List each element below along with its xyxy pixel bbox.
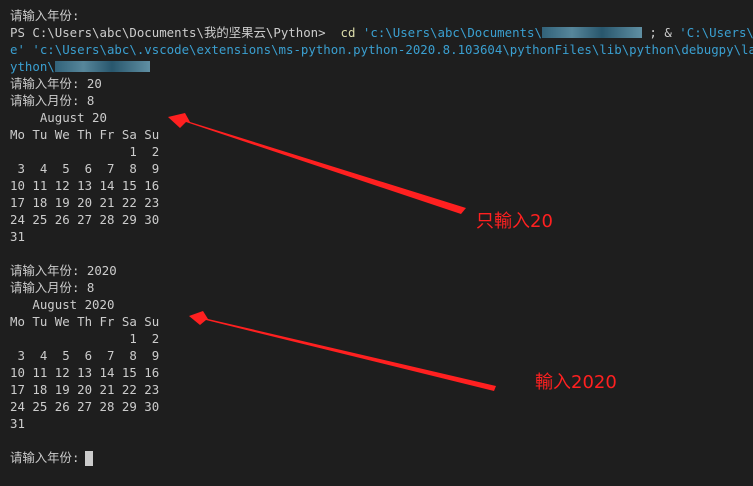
annotation-label-2: 輸入2020 [535,372,617,393]
month-input-line: 请输入月份: 8 [10,280,95,295]
input-prompt-active[interactable]: 请输入年份: [10,449,94,466]
calendar-week-row: 17 18 19 20 21 22 23 [10,382,160,397]
calendar-weekday-header: Mo Tu We Th Fr Sa Su [10,127,160,142]
calendar-title: August 20 [10,110,107,125]
calendar-week-row: 3 4 5 6 7 8 9 [10,348,160,363]
command-operator: ; & [649,25,672,40]
redacted-text [54,61,150,72]
redacted-text [541,27,642,38]
calendar-week-row: 31 [10,229,25,244]
calendar-week-row: 17 18 19 20 21 22 23 [10,195,160,210]
year-input-line: 请输入年份: 20 [10,76,102,91]
command-path: 'c:\Users\abc\Documents\ [362,25,542,40]
month-input-line: 请输入月份: 8 [10,93,95,108]
calendar-week-row: 10 11 12 13 14 15 16 [10,178,160,193]
command-wrap-line: e' 'c:\Users\abc\.vscode\extensions\ms-p… [10,42,753,57]
calendar-title: August 2020 [10,297,115,312]
calendar-week-row: 1 2 [10,331,160,346]
calendar-week-row: 3 4 5 6 7 8 9 [10,161,160,176]
calendar-week-row: 1 2 [10,144,160,159]
calendar-output: August 20 Mo Tu We Th Fr Sa Su 1 2 3 4 5 … [10,109,159,245]
python-path: 'C:\Users\a [679,25,753,40]
calendar-weekday-header: Mo Tu We Th Fr Sa Su [10,314,160,329]
year-prompt: 请输入年份: [10,450,80,465]
calendar-week-row: 24 25 26 27 28 29 30 [10,212,160,227]
year-input-line: 请输入年份: 2020 [10,263,117,278]
calendar-week-row: 24 25 26 27 28 29 30 [10,399,160,414]
calendar-week-row: 31 [10,416,25,431]
command-wrap-text: ython\ [10,59,55,74]
year-prompt-initial: 请输入年份: [10,8,80,23]
command-wrap-line-end: ython\ [10,58,150,75]
cd-command: cd [340,25,356,40]
ps-prompt: PS C:\Users\abc\Documents\我的坚果云\Python> [10,25,326,40]
calendar-week-row: 10 11 12 13 14 15 16 [10,365,160,380]
calendar-output: August 2020 Mo Tu We Th Fr Sa Su 1 2 3 4 … [10,296,159,432]
command-line: PS C:\Users\abc\Documents\我的坚果云\Python> … [10,24,753,41]
annotation-label-1: 只輸入20 [476,211,553,232]
terminal-cursor [85,451,94,466]
